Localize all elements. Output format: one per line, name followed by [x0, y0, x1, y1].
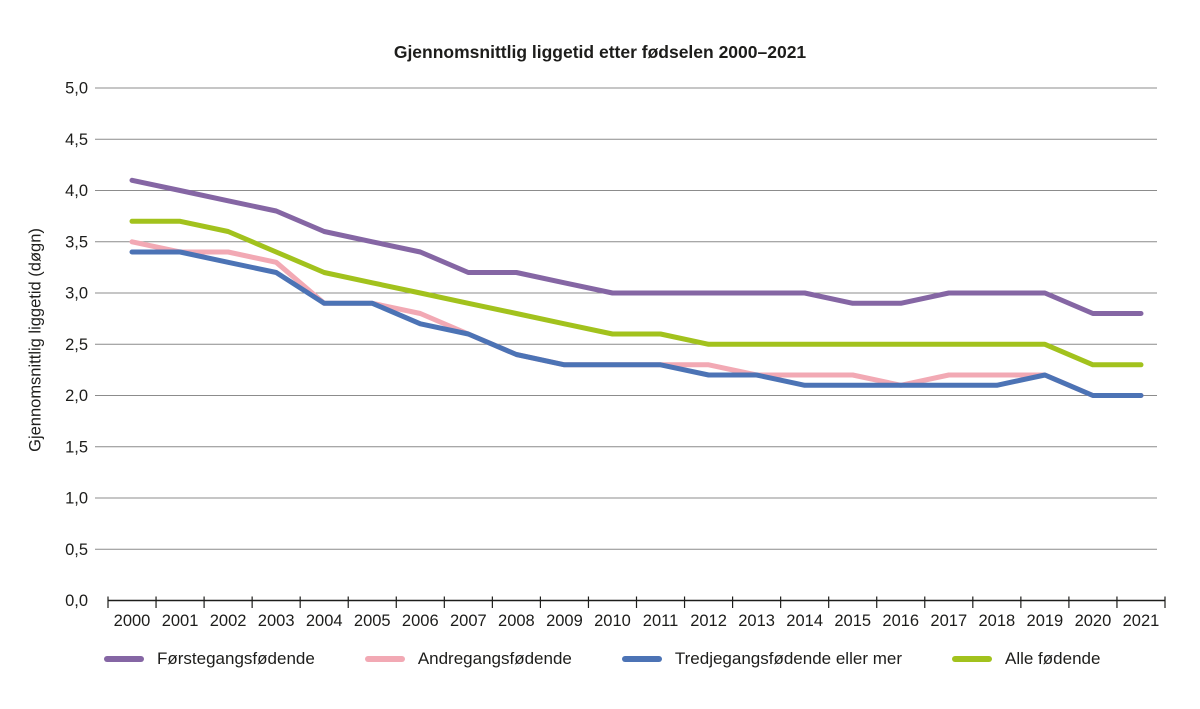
legend-label: Andregangsfødende: [417, 649, 572, 668]
x-tick-label: 2006: [402, 612, 439, 630]
legend-label: Alle fødende: [1004, 649, 1101, 668]
y-tick-label: 0,0: [65, 592, 88, 610]
legend-swatch-icon: [364, 656, 405, 662]
x-tick-label: 2000: [114, 612, 151, 630]
y-tick-label: 2,0: [65, 387, 88, 405]
legend-item-4: Alle fødende: [951, 649, 1101, 669]
y-tick-label: 4,5: [65, 131, 88, 149]
x-tick-label: 2018: [978, 612, 1015, 630]
x-tick-label: 2010: [594, 612, 631, 630]
x-tick-label: 2001: [162, 612, 199, 630]
chart-title: Gjennomsnittlig liggetid etter fødselen …: [393, 42, 807, 62]
series-line-1: [129, 177, 1144, 316]
y-tick-label: 3,5: [65, 233, 88, 251]
x-tick-label: 2021: [1123, 612, 1160, 630]
y-tick-label: 4,0: [65, 182, 88, 200]
x-tick-label: 2004: [306, 612, 343, 630]
x-tick-label: 2012: [690, 612, 727, 630]
x-tick-label: 2020: [1075, 612, 1112, 630]
legend-label: Tredjegangsfødende eller mer: [674, 649, 902, 668]
x-tick-label: 2019: [1027, 612, 1064, 630]
x-tick-label: 2016: [882, 612, 919, 630]
legend-swatch-icon: [621, 656, 662, 662]
legend-item-1: Førstegangsfødende: [104, 649, 315, 669]
legend-swatch-icon: [951, 656, 992, 662]
legend-swatch-icon: [104, 656, 144, 662]
x-tick-label: 2015: [834, 612, 871, 630]
y-tick-label: 1,0: [65, 490, 88, 508]
legend-item-3: Tredjegangsfødende eller mer: [621, 649, 902, 669]
x-tick-label: 2014: [786, 612, 823, 630]
x-tick-label: 2013: [738, 612, 775, 630]
series-line-3: [129, 249, 1144, 398]
x-tick-label: 2002: [210, 612, 247, 630]
legend: Førstegangsfødende Andregangsfødende Tredj…: [104, 649, 1100, 669]
x-tick-label: 2017: [930, 612, 967, 630]
y-tick-label: 1,5: [65, 438, 88, 456]
x-tick-label: 2009: [546, 612, 583, 630]
x-tick-label: 2008: [498, 612, 535, 630]
y-tick-label: 3,0: [65, 285, 88, 303]
y-tick-label: 0,5: [65, 541, 88, 559]
y-tick-label: 5,0: [65, 80, 88, 98]
y-tick-label: 2,5: [65, 336, 88, 354]
x-tick-label: 2007: [450, 612, 487, 630]
x-tick-label: 2005: [354, 612, 391, 630]
x-tick-label: 2011: [643, 612, 678, 630]
series-line-4: [129, 218, 1144, 368]
x-tick-label: 2003: [258, 612, 295, 630]
legend-label: Førstegangsfødende: [157, 649, 315, 668]
series-line-2: [129, 239, 1144, 398]
legend-item-2: Andregangsfødende: [364, 649, 572, 669]
